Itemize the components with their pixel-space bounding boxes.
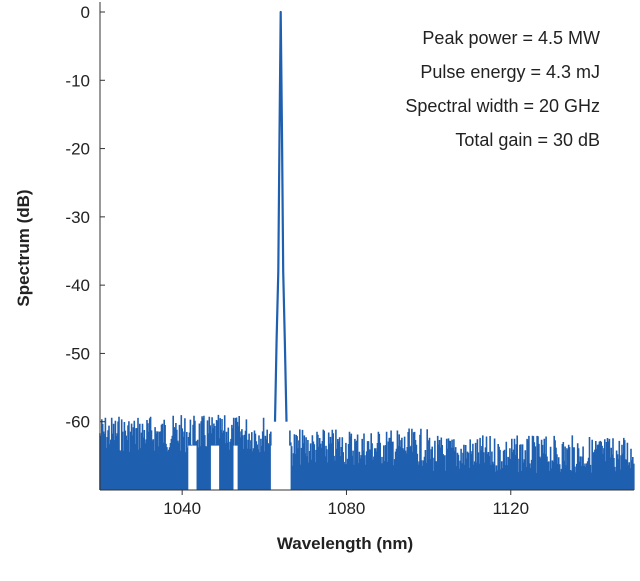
annotation-2: Pulse energy = 4.3 mJ	[420, 62, 600, 82]
noise-gap-2	[210, 445, 220, 491]
x-axis-title: Wavelength (nm)	[277, 534, 413, 553]
y-tick-label: -40	[65, 276, 90, 295]
annotation-1: Peak power = 4.5 MW	[422, 28, 600, 48]
annotations: Peak power = 4.5 MW Pulse energy = 4.3 mJ…	[405, 28, 600, 150]
y-tick-label: -10	[65, 71, 90, 90]
x-tick-label: 1080	[328, 499, 366, 518]
annotation-4: Total gain = 30 dB	[455, 130, 600, 150]
noise-floor-trace-3	[427, 435, 635, 490]
y-axis: 0 -10 -20 -30 -40 -50 -60	[65, 3, 105, 432]
noise-floor-trace-1	[99, 414, 273, 490]
y-tick-label: -50	[65, 344, 90, 363]
noise-gap-1	[188, 445, 197, 491]
annotation-3: Spectral width = 20 GHz	[405, 96, 600, 116]
y-tick-label: -30	[65, 208, 90, 227]
x-tick-label: 1120	[492, 499, 529, 518]
plot-area	[99, 2, 635, 491]
y-axis-title: Spectrum (dB)	[14, 189, 33, 306]
x-tick-label: 1040	[163, 499, 201, 518]
spectrum-peak-line	[273, 10, 288, 422]
noise-floor-trace-2	[288, 428, 429, 490]
y-tick-label: -60	[65, 413, 90, 432]
y-tick-label: 0	[81, 3, 90, 22]
noise-gap-5	[286, 445, 291, 491]
y-tick-label: -20	[65, 140, 90, 159]
x-axis: 1040 1080 1120	[163, 490, 529, 518]
noise-gap-4	[270, 445, 275, 491]
noise-gap-3	[233, 445, 238, 491]
